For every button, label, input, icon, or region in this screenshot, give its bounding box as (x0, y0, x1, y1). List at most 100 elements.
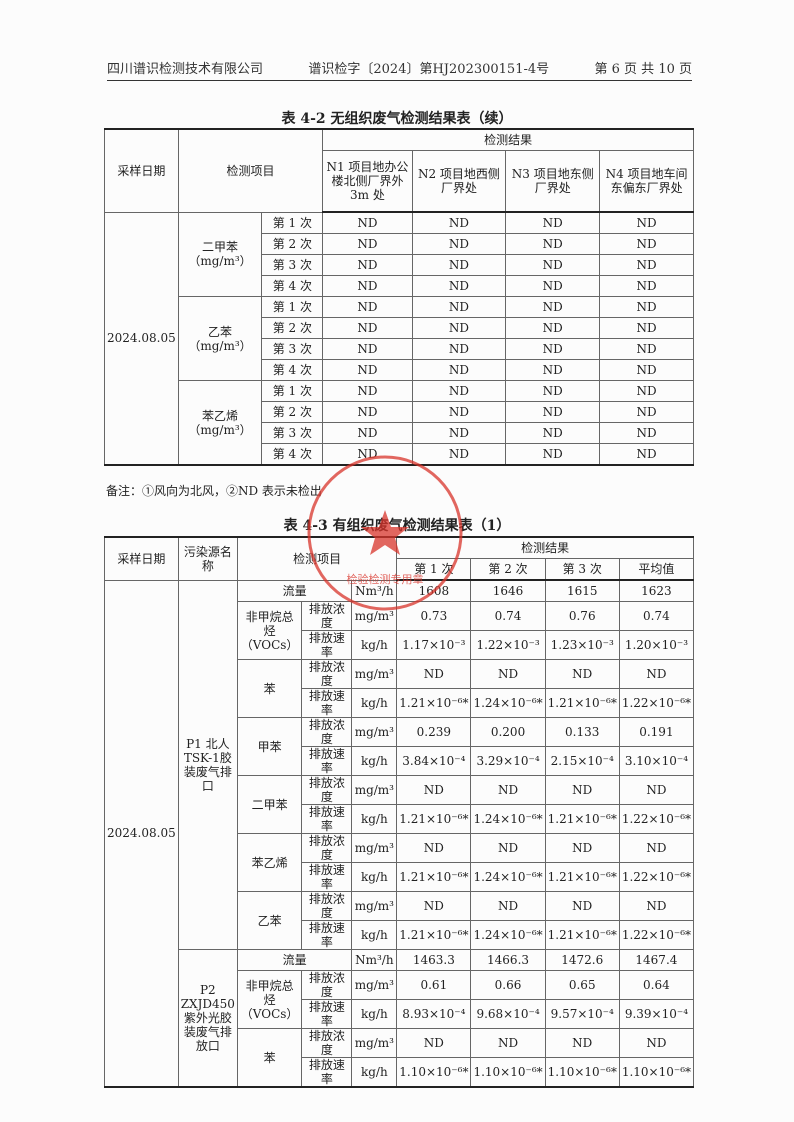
result-value: 3.84×10⁻⁴ (396, 746, 472, 776)
result-value: 1.21×10⁻⁶* (396, 862, 472, 892)
result-value: ND (396, 891, 472, 921)
result-value: ND (396, 659, 472, 689)
table-row: 第 4 次 ND ND ND ND (105, 359, 694, 381)
unit: kg/h (351, 1057, 398, 1088)
table-row: 苯排放浓度 mg/m³ ND ND ND ND (105, 1028, 695, 1088)
parameter-label: 排放浓度 (301, 833, 353, 863)
pollutant-name: 非甲烷总烃（VOCs） (236, 601, 303, 660)
parameter-label: 排放速率 (301, 630, 353, 660)
header-test-item: 检测项目 (177, 128, 324, 213)
result-value: ND (470, 775, 546, 805)
table-row: 排放速率 kg/h 3.84×10⁻⁴ 3.29×10⁻⁴ 2.15×10⁻⁴ 3.10×… (105, 746, 695, 776)
result-value: ND (599, 401, 694, 423)
result-value: 0.61 (396, 970, 472, 1000)
result-value: ND (470, 1028, 546, 1058)
result-value: ND (618, 659, 695, 689)
result-value: 1.21×10⁻⁶* (544, 804, 620, 834)
source-name: P2 ZXJD450紫外光胶装废气排放口 (177, 949, 238, 1088)
time-label: 第 2 次 (261, 317, 324, 339)
result-value: ND (411, 211, 507, 234)
time-label: 第 2 次 (261, 233, 324, 255)
result-value: 0.66 (470, 970, 546, 1000)
result-value: 1.10×10⁻⁶* (470, 1057, 546, 1088)
table-4-3: 采样日期 污染源名称 检测项目 检测结果第 1 次第 2 次第 3 次平均值 2024.… (104, 536, 695, 1088)
table-row: 第 4 次 ND ND ND ND (105, 275, 694, 297)
result-value: ND (544, 833, 620, 863)
source-name: P1 北人TSK-1胶装废气排口 (177, 579, 238, 950)
table-row: 第 3 次 ND ND ND ND (105, 254, 694, 276)
result-value: 1615 (544, 579, 620, 602)
company-name: 四川谱识检测技术有限公司 (107, 62, 264, 77)
table-note: 备注：①风向为北风，②ND 表示未检出 (106, 484, 322, 498)
result-value: ND (505, 359, 601, 381)
item-name: 苯乙烯 (202, 408, 239, 423)
result-value: 1.24×10⁻⁶* (470, 862, 546, 892)
result-value: 1.22×10⁻⁶* (618, 862, 695, 892)
result-value: 1623 (618, 579, 695, 602)
time-label: 第 1 次 (261, 380, 324, 402)
page-number: 第 6 页 共 10 页 (594, 62, 692, 77)
header-point-4: N4 项目地车间东偏东厂界处 (599, 150, 694, 213)
table-row: 第 1 次第 2 次第 3 次平均值 (105, 558, 695, 581)
header-test-results: 检测结果 (322, 128, 694, 151)
header-sampling-date: 采样日期 (104, 128, 179, 213)
result-value: ND (322, 211, 413, 234)
parameter-label: 排放浓度 (301, 1028, 353, 1058)
result-value: ND (618, 833, 695, 863)
unit: mg/m³ (351, 970, 398, 1000)
unit: Nm³/h (351, 579, 398, 602)
result-value: 1.24×10⁻⁶* (470, 688, 546, 718)
table-row: 2024.08.05 二甲苯 （mg/m³）第 1 次 ND ND ND ND (104, 211, 694, 466)
time-label: 第 4 次 (261, 275, 324, 297)
result-value: ND (411, 359, 507, 381)
result-value: 1.24×10⁻⁶* (470, 920, 546, 950)
result-value: ND (505, 233, 601, 255)
result-value: ND (411, 296, 507, 318)
result-value: ND (322, 254, 413, 276)
result-value: ND (322, 317, 413, 339)
unit: kg/h (351, 630, 398, 660)
parameter-label: 排放速率 (301, 999, 353, 1029)
result-value: 1.22×10⁻⁶* (618, 688, 695, 718)
header-test-item: 检测项目 (236, 536, 398, 581)
parameter-label: 排放浓度 (301, 891, 353, 921)
header-col-1: 第 1 次 (396, 558, 472, 581)
result-value: ND (618, 1028, 695, 1058)
header-point-2: N2 项目地西侧厂界处 (411, 150, 507, 213)
table-row: 乙苯 （mg/m³）第 1 次 ND ND ND ND (105, 296, 694, 381)
pollutant-name: 乙苯 (236, 891, 303, 950)
result-value: ND (618, 891, 695, 921)
parameter-label: 排放浓度 (301, 775, 353, 805)
unit: mg/m³ (351, 891, 398, 921)
result-value: 0.239 (396, 717, 472, 747)
table-row: 第 4 次 ND ND ND ND (105, 443, 694, 466)
result-value: ND (505, 254, 601, 276)
result-value: ND (505, 401, 601, 423)
item-name: 二甲苯 (202, 240, 239, 255)
result-value: 0.74 (618, 601, 695, 631)
result-value: 1463.3 (396, 949, 472, 971)
result-value: 0.65 (544, 970, 620, 1000)
unit: kg/h (351, 920, 398, 950)
page-header: 四川谱识检测技术有限公司 谱识检字〔2024〕第HJ202300151-4号 第… (107, 58, 692, 81)
result-value: ND (411, 401, 507, 423)
result-value: 3.29×10⁻⁴ (470, 746, 546, 776)
result-value: 1.22×10⁻⁶* (618, 920, 695, 950)
result-value: ND (470, 833, 546, 863)
result-value: ND (396, 833, 472, 863)
table-row: 苯乙烯 （mg/m³）第 1 次 ND ND ND ND (105, 380, 694, 466)
unit: kg/h (351, 804, 398, 834)
table-row: 乙苯 排放浓度 mg/m³ ND ND ND ND (105, 891, 695, 950)
header-col-4: 平均值 (618, 558, 695, 581)
table-4-2-title: 表 4-2 无组织废气检测结果表（续） (281, 111, 513, 127)
pollutant-name: 甲苯 (236, 717, 303, 776)
item-unit: （mg/m³） (188, 338, 252, 353)
result-value: 0.64 (618, 970, 695, 1000)
result-value: ND (411, 233, 507, 255)
parameter-label: 排放浓度 (301, 970, 353, 1000)
header-col-2: 第 2 次 (470, 558, 546, 581)
result-value: ND (505, 317, 601, 339)
result-value: 0.133 (544, 717, 620, 747)
time-label: 第 4 次 (261, 443, 324, 466)
table-4-3-title: 表 4-3 有组织废气检测结果表（1） (283, 518, 511, 534)
